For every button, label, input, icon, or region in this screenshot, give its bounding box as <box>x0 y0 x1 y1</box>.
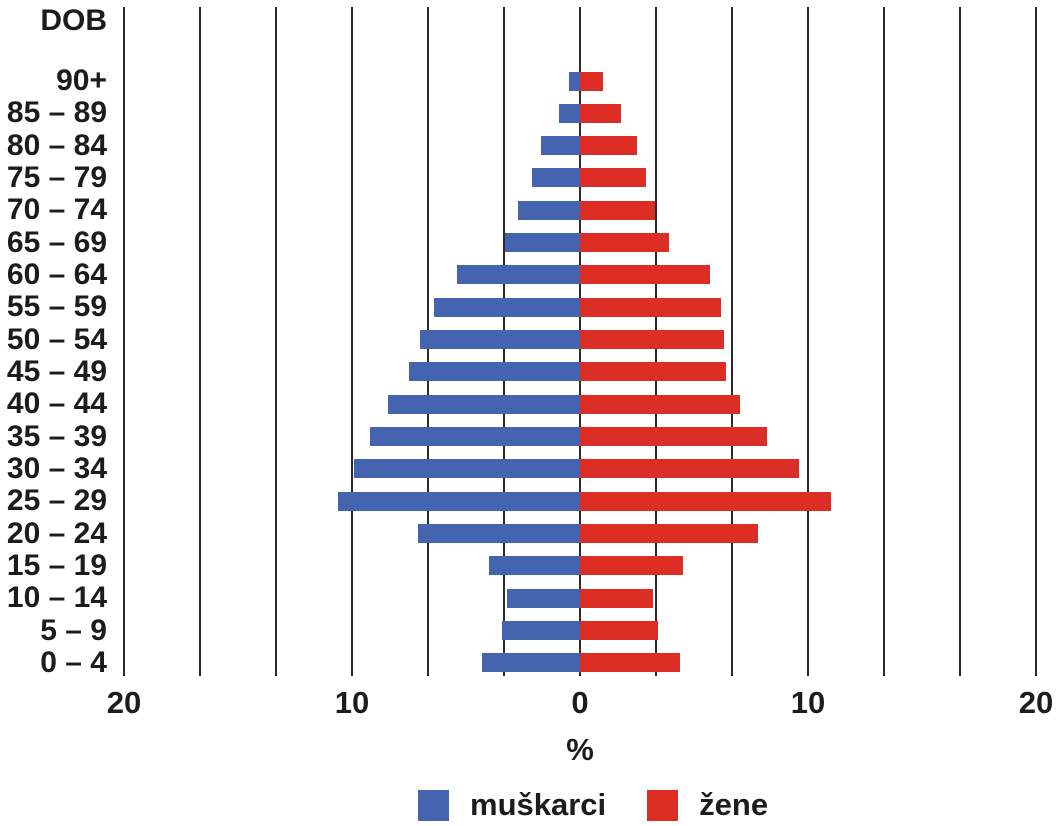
x-tick-label: 20 <box>1018 685 1054 720</box>
age-group-label: 65 – 69 <box>6 225 107 259</box>
male-legend-label: muškarci <box>470 787 607 822</box>
gridline <box>275 7 277 676</box>
bar-male <box>541 136 580 156</box>
bar-male <box>559 103 580 123</box>
gridline <box>351 7 353 676</box>
bar-male <box>370 427 580 447</box>
bar-female <box>580 621 658 641</box>
gridline <box>883 7 885 676</box>
age-group-label: 70 – 74 <box>6 193 107 227</box>
male-legend-swatch <box>418 789 449 821</box>
age-group-label: 45 – 49 <box>6 354 107 388</box>
age-group-label: 40 – 44 <box>6 387 107 421</box>
age-group-label: 25 – 29 <box>6 484 107 518</box>
x-axis-title: % <box>566 732 594 767</box>
x-tick-label: 20 <box>106 685 142 720</box>
bar-male <box>502 621 580 641</box>
age-group-label: 90+ <box>56 64 107 97</box>
bar-female <box>580 265 710 285</box>
bar-female <box>580 362 726 382</box>
bar-female <box>580 459 799 479</box>
bar-male <box>481 653 580 673</box>
bar-male <box>507 588 580 608</box>
gridline <box>199 7 201 676</box>
gridline <box>959 7 961 676</box>
bar-female <box>580 103 622 123</box>
age-group-label: 15 – 19 <box>6 548 107 582</box>
bar-male <box>532 168 580 188</box>
age-group-label: 35 – 39 <box>6 419 107 453</box>
age-group-label: 75 – 79 <box>6 160 107 194</box>
gridline <box>731 7 733 676</box>
bar-female <box>580 136 637 156</box>
bar-male <box>456 265 580 285</box>
bar-male <box>418 524 580 544</box>
x-tick-label: 10 <box>334 685 370 720</box>
bar-male <box>434 297 580 317</box>
bar-female <box>580 588 653 608</box>
bar-male <box>354 459 580 479</box>
bar-female <box>580 653 681 673</box>
age-group-label: 20 – 24 <box>6 516 107 550</box>
bar-female <box>580 491 831 511</box>
bar-male <box>518 200 580 220</box>
bar-female <box>580 233 669 253</box>
age-group-label: 85 – 89 <box>6 96 107 130</box>
female-legend-swatch <box>647 789 679 821</box>
legend: muškarci žene <box>418 788 768 822</box>
bar-male <box>409 362 580 382</box>
female-legend-label: žene <box>699 787 769 822</box>
bar-male <box>488 556 580 576</box>
gridline <box>807 7 809 676</box>
age-group-label: 55 – 59 <box>6 290 107 324</box>
age-group-label: 10 – 14 <box>6 581 107 615</box>
bar-male <box>388 394 580 414</box>
age-group-label: 5 – 9 <box>40 613 107 647</box>
age-group-label: 50 – 54 <box>6 322 107 356</box>
bar-female <box>580 524 758 544</box>
age-group-label: 0 – 4 <box>40 645 107 679</box>
bar-female <box>580 427 767 447</box>
bar-female <box>580 297 722 317</box>
gridline <box>1035 7 1037 676</box>
x-tick-label: 10 <box>790 685 826 720</box>
bar-female <box>580 394 740 414</box>
x-tick-label: 0 <box>571 685 589 720</box>
bar-female <box>580 556 683 576</box>
age-group-label: 80 – 84 <box>6 128 107 162</box>
bar-male <box>504 233 580 253</box>
age-group-label: 60 – 64 <box>6 257 107 291</box>
age-group-label: 30 – 34 <box>6 451 107 485</box>
bar-male <box>568 71 580 91</box>
bar-male <box>420 330 580 350</box>
bar-female <box>580 200 656 220</box>
y-axis-title: DOB <box>40 4 107 37</box>
bar-female <box>580 330 724 350</box>
bar-female <box>580 71 603 91</box>
gridline <box>123 7 125 676</box>
bar-female <box>580 168 647 188</box>
bar-male <box>338 491 580 511</box>
